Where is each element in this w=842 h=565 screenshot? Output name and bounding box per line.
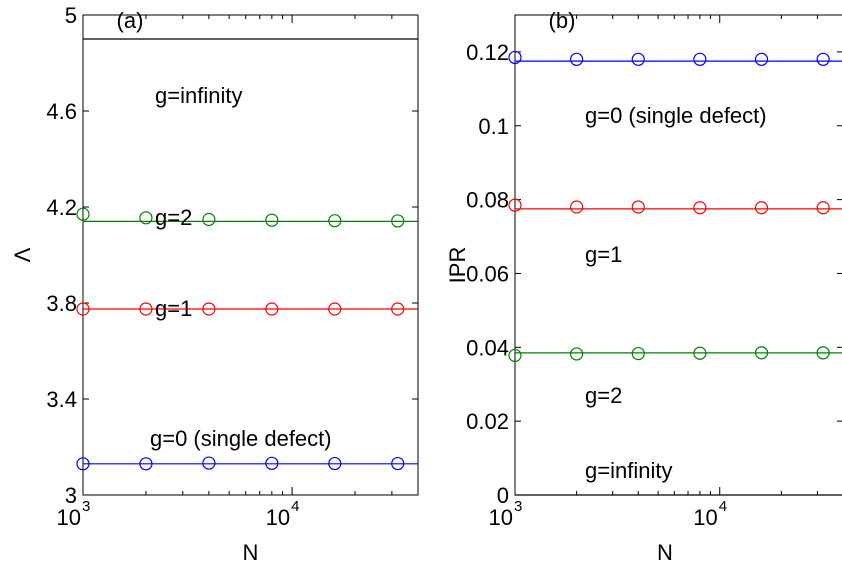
y-tick-label: 0.04 bbox=[466, 335, 509, 360]
y-tick-label: 0 bbox=[497, 483, 509, 508]
y-tick-label: 3.4 bbox=[46, 387, 77, 412]
data-point bbox=[754, 201, 769, 215]
y-tick-label: 3 bbox=[65, 483, 77, 508]
y-tick-label: 5 bbox=[65, 3, 77, 28]
data-point bbox=[265, 456, 279, 470]
series-label: g=infinity bbox=[585, 458, 672, 483]
data-point bbox=[328, 302, 342, 316]
data-point bbox=[754, 52, 769, 66]
x-tick-label-exponent: 3 bbox=[514, 498, 522, 515]
series-label: g=1 bbox=[585, 242, 622, 267]
y-tick-label: 4.6 bbox=[46, 99, 77, 124]
data-point bbox=[570, 200, 584, 214]
data-point bbox=[570, 52, 584, 66]
data-point bbox=[328, 456, 342, 471]
y-tick-label: 0.02 bbox=[466, 409, 509, 434]
x-tick-label-exponent: 4 bbox=[719, 498, 727, 515]
data-point bbox=[265, 302, 279, 316]
x-tick-label-exponent: 4 bbox=[291, 498, 299, 515]
data-point bbox=[202, 212, 216, 227]
y-tick-label: 0.1 bbox=[478, 114, 509, 139]
y-axis-label: Λ bbox=[10, 247, 35, 262]
data-point bbox=[754, 346, 769, 360]
data-point bbox=[816, 346, 830, 360]
data-point bbox=[508, 198, 522, 212]
data-point bbox=[265, 213, 279, 227]
axes-frame bbox=[514, 14, 842, 496]
x-axis-label: N bbox=[243, 540, 259, 565]
panel-label: (a) bbox=[117, 8, 144, 33]
y-tick-label: 0.12 bbox=[466, 40, 509, 65]
data-point bbox=[76, 302, 90, 316]
x-tick-label-base: 10 bbox=[489, 505, 513, 530]
data-point bbox=[508, 50, 522, 65]
data-point bbox=[76, 457, 90, 471]
series-label: g=0 (single defect) bbox=[150, 426, 332, 451]
data-point bbox=[202, 456, 216, 470]
data-point bbox=[631, 200, 645, 214]
data-point bbox=[816, 201, 830, 215]
series-label: g=infinity bbox=[155, 83, 242, 108]
data-point bbox=[391, 214, 405, 228]
y-axis-label: IPR bbox=[445, 247, 470, 284]
series-label: g=2 bbox=[155, 205, 192, 230]
data-point bbox=[391, 456, 405, 471]
data-point bbox=[570, 347, 584, 361]
y-tick-label: 0.08 bbox=[466, 188, 509, 213]
data-point bbox=[508, 348, 522, 363]
series-label: g=0 (single defect) bbox=[585, 103, 767, 128]
data-point bbox=[139, 302, 153, 316]
panel-label: (b) bbox=[549, 8, 576, 33]
axes-frame bbox=[82, 14, 419, 496]
x-tick-label-base: 10 bbox=[57, 505, 81, 530]
series-label: g=2 bbox=[585, 383, 622, 408]
data-point bbox=[631, 346, 645, 361]
y-tick-label: 3.8 bbox=[46, 291, 77, 316]
data-point bbox=[202, 302, 216, 316]
x-tick-label-base: 10 bbox=[266, 505, 290, 530]
data-point bbox=[693, 346, 707, 360]
data-point bbox=[693, 201, 707, 215]
data-point bbox=[328, 214, 342, 228]
x-axis-label: N bbox=[657, 540, 673, 565]
data-point bbox=[139, 211, 153, 225]
series-label: g=1 bbox=[155, 296, 192, 321]
data-point bbox=[816, 52, 830, 66]
x-tick-label-exponent: 3 bbox=[82, 498, 90, 515]
data-point bbox=[76, 207, 90, 221]
y-tick-label: 4.2 bbox=[46, 195, 77, 220]
data-point bbox=[631, 52, 645, 66]
x-tick-label-base: 10 bbox=[693, 505, 717, 530]
data-point bbox=[391, 302, 405, 316]
data-point bbox=[693, 52, 707, 66]
y-tick-label: 0.06 bbox=[466, 261, 509, 286]
data-point bbox=[139, 457, 153, 471]
